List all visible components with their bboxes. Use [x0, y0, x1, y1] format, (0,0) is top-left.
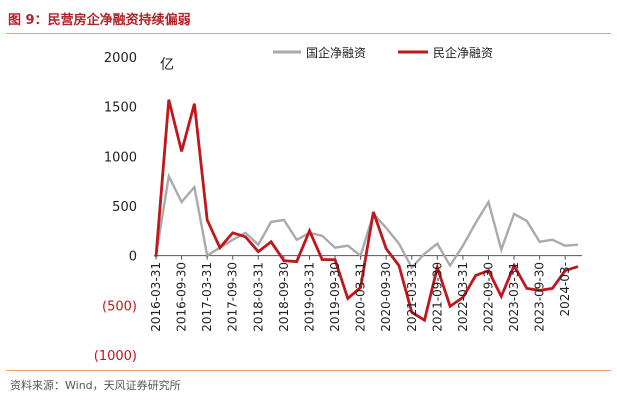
x-axis: 2016-03-31 2016-09-30 2017-03-31 2017-09-30… — [149, 255, 572, 332]
figure-title: 图 9：民营房企净融资持续偏弱 — [8, 13, 191, 28]
x-tick-label: 2016-09-30 — [175, 262, 189, 332]
x-tick-label: 2023-03-31 — [507, 262, 521, 332]
source-rule — [6, 370, 611, 371]
x-tick-label: 2018-03-31 — [251, 262, 265, 332]
x-tick-label: 2016-03-31 — [149, 262, 163, 332]
y-tick-label: (1000) — [94, 349, 137, 364]
y-unit-label: 亿 — [160, 57, 174, 73]
x-tick-label: 2023-09-30 — [533, 262, 547, 332]
x-tick-label: 2021-09-30 — [430, 262, 444, 332]
series-line-state — [154, 172, 579, 270]
x-tick-label: 2017-03-31 — [200, 262, 214, 332]
x-tick-label: 2021-03-31 — [405, 262, 419, 332]
legend-label-state: 国企净融资 — [306, 45, 366, 60]
x-tick-label: 2018-09-30 — [277, 262, 291, 332]
y-tick-label: (500) — [102, 299, 137, 314]
y-tick-label: 2000 — [104, 51, 137, 66]
x-tick-label: 2022-09-30 — [481, 262, 495, 332]
y-axis: 2000 1500 1000 500 0 (500) (1000) — [94, 51, 137, 364]
title-rule — [6, 33, 611, 34]
x-tick-label: 2020-03-31 — [354, 262, 368, 332]
x-tick-label: 2017-09-30 — [226, 262, 240, 332]
source-note: 资料来源：Wind，天风证券研究所 — [10, 379, 181, 392]
series-lines — [154, 99, 579, 323]
y-tick-label: 0 — [129, 250, 137, 265]
legend: 国企净融资 民企净融资 — [273, 45, 493, 60]
x-tick-label: 2024-03- — [558, 262, 572, 316]
x-tick-label: 2022-03-31 — [456, 262, 470, 332]
x-tick-label: 2019-03-31 — [302, 262, 316, 332]
y-tick-label: 1000 — [104, 150, 137, 165]
y-tick-label: 1500 — [104, 101, 137, 116]
x-tick-label: 2019-09-30 — [328, 262, 342, 332]
series-line-private — [154, 99, 579, 323]
legend-label-private: 民企净融资 — [433, 45, 493, 60]
x-tick-label: 2020-09-30 — [379, 262, 393, 332]
y-tick-label: 500 — [112, 200, 137, 215]
